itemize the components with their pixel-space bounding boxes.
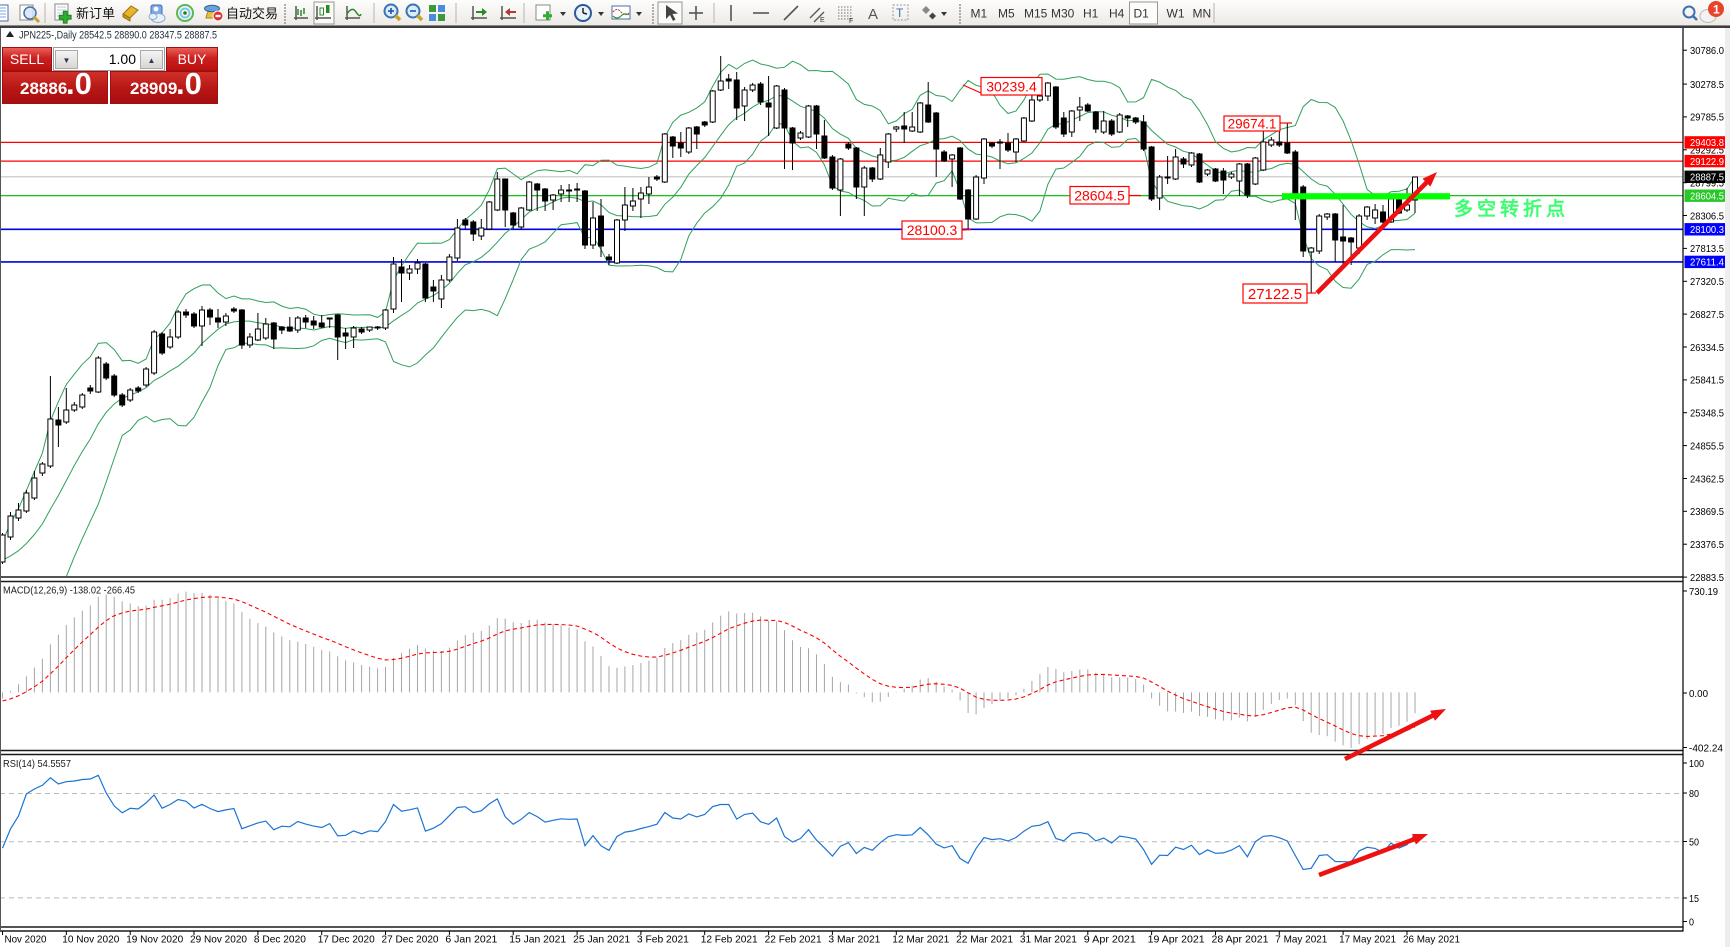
svg-text:19 Nov 2020: 19 Nov 2020 — [126, 934, 183, 946]
svg-text:28604.5: 28604.5 — [1690, 191, 1724, 203]
svg-text:22 Feb 2021: 22 Feb 2021 — [765, 934, 822, 946]
svg-text:29 Nov 2020: 29 Nov 2020 — [190, 934, 247, 946]
svg-text:12 Mar 2021: 12 Mar 2021 — [892, 934, 949, 946]
svg-text:28100.3: 28100.3 — [907, 222, 958, 238]
svg-text:15: 15 — [1689, 893, 1699, 905]
svg-text:26827.5: 26827.5 — [1690, 309, 1724, 321]
svg-text:50: 50 — [1689, 836, 1699, 848]
svg-text:23376.5: 23376.5 — [1690, 539, 1724, 551]
svg-text:28306.5: 28306.5 — [1690, 210, 1724, 222]
svg-text:MN: MN — [1193, 7, 1212, 21]
svg-text:28100.3: 28100.3 — [1690, 224, 1724, 236]
svg-text:M15: M15 — [1024, 7, 1048, 21]
svg-text:17 Dec 2020: 17 Dec 2020 — [318, 934, 375, 946]
svg-text:W1: W1 — [1167, 7, 1185, 21]
svg-text:F: F — [849, 18, 853, 25]
svg-text:30786.0: 30786.0 — [1690, 45, 1724, 57]
svg-text:-402.24: -402.24 — [1689, 742, 1723, 754]
svg-text:H4: H4 — [1109, 7, 1125, 21]
svg-text:H1: H1 — [1083, 7, 1099, 21]
svg-text:17 May 2021: 17 May 2021 — [1339, 934, 1396, 946]
svg-text:22 Mar 2021: 22 Mar 2021 — [956, 934, 1013, 946]
svg-text:自动交易: 自动交易 — [226, 6, 278, 21]
svg-text:10 Nov 2020: 10 Nov 2020 — [62, 934, 119, 946]
svg-text:19 Apr 2021: 19 Apr 2021 — [1148, 934, 1205, 946]
svg-text:100: 100 — [1689, 758, 1704, 770]
svg-text:MACD(12,26,9) -138.02 -266.45: MACD(12,26,9) -138.02 -266.45 — [3, 585, 135, 597]
svg-text:25 Jan 2021: 25 Jan 2021 — [573, 934, 630, 946]
svg-text:T: T — [896, 6, 904, 20]
svg-text:新订单: 新订单 — [76, 6, 115, 21]
svg-text:7 May 2021: 7 May 2021 — [1275, 934, 1327, 946]
svg-text:0.00: 0.00 — [1689, 688, 1708, 700]
svg-text:29122.9: 29122.9 — [1690, 156, 1724, 168]
svg-text:26 May 2021: 26 May 2021 — [1403, 934, 1460, 946]
svg-text:31 Mar 2021: 31 Mar 2021 — [1020, 934, 1077, 946]
svg-text:1: 1 — [1713, 3, 1720, 17]
svg-text:0: 0 — [1689, 916, 1694, 928]
svg-text:M1: M1 — [971, 7, 988, 21]
svg-text:RSI(14) 54.5557: RSI(14) 54.5557 — [3, 758, 71, 770]
svg-text:30239.4: 30239.4 — [986, 78, 1037, 94]
svg-text:27122.5: 27122.5 — [1248, 286, 1302, 303]
svg-text:15 Jan 2021: 15 Jan 2021 — [509, 934, 566, 946]
svg-text:6 Jan 2021: 6 Jan 2021 — [445, 934, 497, 946]
svg-text:Nov 2020: Nov 2020 — [5, 934, 47, 946]
svg-text:D1: D1 — [1134, 7, 1150, 21]
svg-text:26334.5: 26334.5 — [1690, 342, 1724, 354]
svg-text:27320.5: 27320.5 — [1690, 276, 1724, 288]
svg-text:E: E — [820, 17, 825, 24]
svg-text:29674.1: 29674.1 — [1228, 116, 1277, 131]
svg-text:A: A — [868, 6, 878, 23]
svg-text:29403.8: 29403.8 — [1690, 137, 1724, 149]
svg-text:3 Feb 2021: 3 Feb 2021 — [637, 934, 689, 946]
svg-text:8 Dec 2020: 8 Dec 2020 — [254, 934, 306, 946]
svg-text:3 Mar 2021: 3 Mar 2021 — [828, 934, 880, 946]
svg-text:22883.5: 22883.5 — [1690, 572, 1724, 584]
svg-text:28887.5: 28887.5 — [1690, 172, 1724, 184]
svg-text:JPN225-,Daily 28542.5 28890.0: JPN225-,Daily 28542.5 28890.0 28347.5 28… — [19, 30, 217, 42]
svg-text:730.19: 730.19 — [1689, 586, 1718, 598]
svg-text:29785.5: 29785.5 — [1690, 112, 1724, 124]
svg-text:9 Apr 2021: 9 Apr 2021 — [1084, 934, 1136, 946]
svg-text:27813.5: 27813.5 — [1690, 243, 1724, 255]
svg-text:M5: M5 — [998, 7, 1015, 21]
svg-text:24362.5: 24362.5 — [1690, 473, 1724, 485]
svg-text:12 Feb 2021: 12 Feb 2021 — [701, 934, 758, 946]
svg-text:M30: M30 — [1051, 7, 1075, 21]
svg-text:27 Dec 2020: 27 Dec 2020 — [382, 934, 439, 946]
svg-text:28 Apr 2021: 28 Apr 2021 — [1212, 934, 1269, 946]
svg-text:24855.5: 24855.5 — [1690, 440, 1724, 452]
svg-text:80: 80 — [1689, 788, 1699, 800]
svg-text:25841.5: 25841.5 — [1690, 375, 1724, 387]
svg-text:28604.5: 28604.5 — [1074, 187, 1125, 203]
svg-text:30278.5: 30278.5 — [1690, 79, 1724, 91]
svg-text:23869.5: 23869.5 — [1690, 506, 1724, 518]
svg-text:27611.4: 27611.4 — [1690, 257, 1724, 269]
svg-text:多空转折点: 多空转折点 — [1454, 197, 1569, 220]
svg-text:25348.5: 25348.5 — [1690, 408, 1724, 420]
